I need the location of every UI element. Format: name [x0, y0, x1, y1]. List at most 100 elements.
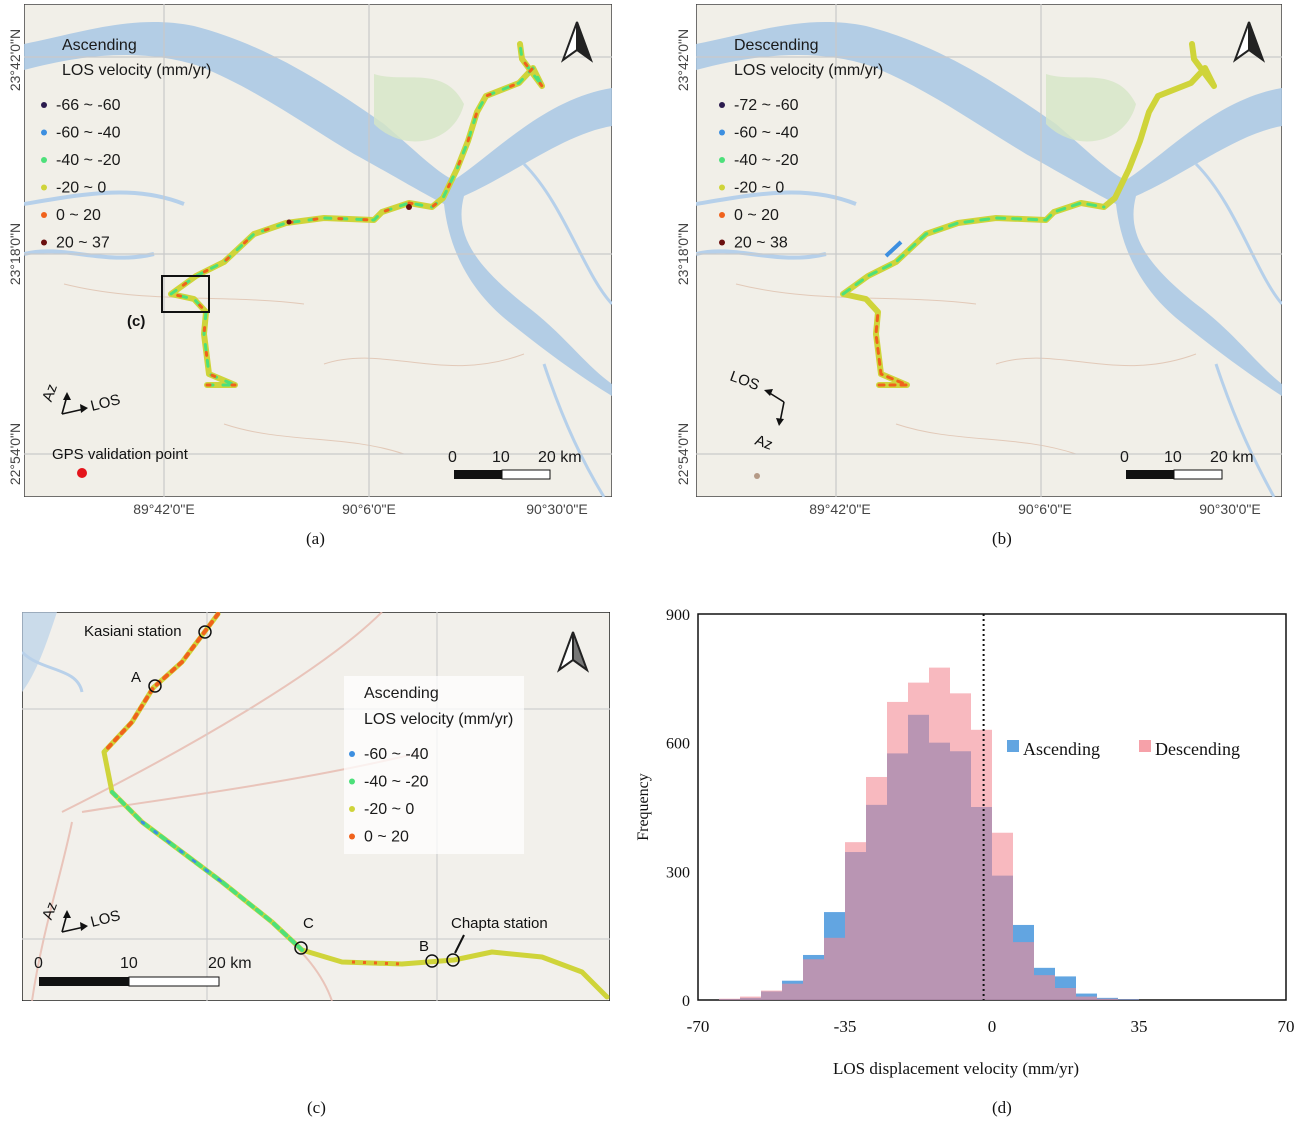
histogram-bar-descending — [887, 701, 908, 1000]
scale-20: 20 km — [538, 449, 582, 466]
legend-swatch-descending — [1139, 740, 1151, 752]
histogram-bar-descending — [782, 983, 803, 1000]
histogram-bar-descending — [719, 998, 740, 1000]
svg-text:22°54'0"N: 22°54'0"N — [675, 423, 691, 485]
legend-title: Ascending — [364, 685, 439, 702]
legend-dot — [719, 129, 725, 136]
vegetation-area — [374, 74, 464, 142]
legend-label: -40 ~ -20 — [56, 152, 121, 169]
vegetation-area — [1046, 74, 1136, 142]
scale-bar — [1126, 470, 1174, 479]
caption-d: (d) — [992, 1098, 1012, 1117]
az-label: Az — [39, 900, 61, 922]
histogram-bar-descending — [1097, 998, 1118, 1000]
point-b-label: B — [419, 938, 429, 955]
map-inset-detail: Kasiani station A C B Chapta station Asc… — [22, 612, 610, 1001]
legend-title: Ascending — [62, 37, 137, 54]
histogram-bar-descending — [740, 996, 761, 1000]
legend-label: -60 ~ -40 — [734, 125, 799, 142]
legend-dot — [41, 239, 47, 246]
y-tick-label: 600 — [666, 736, 690, 753]
histogram-bar-descending — [1034, 975, 1055, 1000]
svg-text:90°6'0"E: 90°6'0"E — [342, 501, 396, 517]
x-tick-label: 70 — [1278, 1017, 1295, 1036]
legend-label: 0 ~ 20 — [56, 207, 101, 224]
legend-dot — [41, 102, 47, 108]
point-a-label: A — [131, 669, 141, 686]
legend: -72 ~ -60 -60 ~ -40 -40 ~ -20 -20 ~ 0 0 ~ 20… — [719, 97, 799, 252]
legend: -66 ~ -60 -60 ~ -40 -40 ~ -20 -20 ~ 0 0 ~ 20… — [41, 97, 121, 252]
map-ascending: (c) Ascending LOS velocity (mm/yr) -66 ~… — [24, 4, 612, 497]
histogram-bar-descending — [824, 937, 845, 1000]
svg-text:23°42'0"N: 23°42'0"N — [7, 29, 23, 91]
river-branch — [522, 162, 612, 306]
scale-10: 10 — [120, 955, 138, 972]
point-b-marker — [425, 954, 439, 968]
legend-dot — [349, 778, 355, 785]
river-polygon — [696, 22, 1282, 397]
az-los-arrow-icon — [61, 392, 88, 415]
point-c-marker — [294, 941, 308, 955]
kasiani-station-marker — [198, 625, 212, 639]
histogram-chart: 0 300 600 900 -70 -35 0 35 70 Frequency LOS dis… — [618, 600, 1300, 1090]
legend-ascending: Ascending — [1023, 739, 1100, 759]
scale-bar — [454, 470, 502, 479]
histogram-bar-descending — [803, 959, 824, 1000]
legend-label: -20 ~ 0 — [734, 180, 784, 197]
histogram-bar-descending — [929, 667, 950, 1000]
chapta-station-marker — [446, 953, 460, 967]
los-az-arrow-icon — [764, 389, 785, 426]
legend-label: -60 ~ -40 — [56, 125, 121, 142]
svg-text:89°42'0"E: 89°42'0"E — [133, 501, 195, 517]
histogram-bar-descending — [1055, 987, 1076, 1000]
legend-dot — [719, 239, 725, 246]
los-label: LOS — [89, 907, 122, 931]
histogram-bar-descending — [1013, 942, 1034, 1000]
legend-dot — [41, 212, 47, 218]
north-arrow-icon — [1232, 21, 1266, 63]
legend-label: -20 ~ 0 — [56, 180, 106, 197]
svg-text:23°42'0"N: 23°42'0"N — [675, 29, 691, 91]
az-label: Az — [39, 382, 61, 404]
caption-a: (a) — [306, 529, 325, 548]
gps-point — [77, 468, 87, 478]
inset-label: (c) — [127, 313, 145, 330]
legend-subtitle: LOS velocity (mm/yr) — [734, 62, 883, 79]
x-tick-label: -35 — [834, 1017, 857, 1036]
legend-dot — [719, 157, 725, 163]
svg-text:90°30'0"E: 90°30'0"E — [526, 501, 588, 517]
histogram-bar-descending — [971, 729, 992, 1000]
legend-label: -66 ~ -60 — [56, 97, 121, 114]
river-branch — [24, 190, 185, 260]
scale-10: 10 — [492, 449, 510, 466]
north-arrow-icon — [556, 631, 590, 673]
x-axis-label: LOS displacement velocity (mm/yr) — [833, 1059, 1079, 1078]
legend-subtitle: LOS velocity (mm/yr) — [62, 62, 211, 79]
point-c-label: C — [303, 915, 314, 932]
legend-dot — [719, 102, 725, 108]
map-descending: Descending LOS velocity (mm/yr) -72 ~ -6… — [696, 4, 1282, 497]
az-los-arrow-icon — [61, 910, 88, 933]
legend-label: 0 ~ 20 — [734, 207, 779, 224]
svg-text:23°18'0"N: 23°18'0"N — [7, 223, 23, 285]
y-tick-label: 900 — [666, 607, 690, 624]
caption-b: (b) — [992, 529, 1012, 548]
north-arrow-icon — [560, 21, 594, 63]
scale-10: 10 — [1164, 449, 1182, 466]
legend-dot — [349, 833, 355, 840]
legend-label: -40 ~ -20 — [364, 774, 429, 791]
chapta-station-label: Chapta station — [451, 915, 548, 932]
y-tick-label: 0 — [682, 993, 690, 1010]
histogram-bar-descending — [992, 832, 1013, 1000]
svg-text:90°30'0"E: 90°30'0"E — [1199, 501, 1261, 517]
legend-label: 20 ~ 38 — [734, 235, 788, 252]
legend-dot — [41, 184, 47, 191]
legend-dot — [349, 806, 355, 812]
y-axis-label: Frequency — [635, 773, 652, 841]
gps-label: GPS validation point — [52, 446, 189, 463]
kasiani-station-label: Kasiani station — [84, 623, 182, 640]
los-label: LOS — [89, 391, 122, 415]
histogram-bar-descending — [950, 693, 971, 1000]
legend-descending: Descending — [1155, 739, 1240, 759]
histogram-bar-descending — [1076, 996, 1097, 1000]
